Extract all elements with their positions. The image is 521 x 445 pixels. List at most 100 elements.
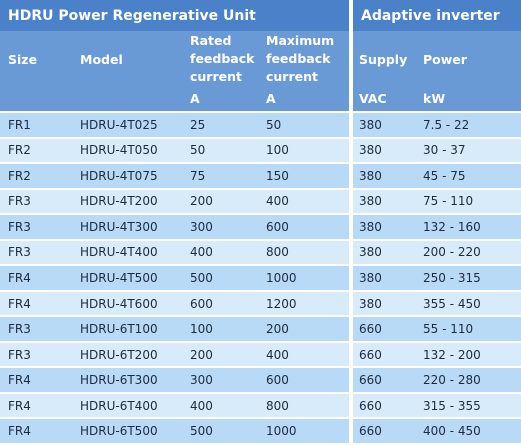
table-row: FR1 HDRU-4T025 25 50 380 7.5 - 22: [0, 113, 521, 137]
cell-rated-current: 75: [183, 164, 259, 188]
cell-power: 7.5 - 22: [416, 113, 521, 137]
table-row: FR4 HDRU-4T500 500 1000 380 250 - 315: [0, 266, 521, 290]
cell-supply: 660: [353, 419, 416, 443]
cell-power: 132 - 200: [416, 342, 521, 367]
table-row: FR4 HDRU-6T400 400 800 660 315 - 355: [0, 393, 521, 418]
cell-model: HDRU-4T050: [74, 138, 183, 163]
cell-power: 355 - 450: [416, 291, 521, 316]
cell-power: 132 - 160: [416, 215, 521, 239]
cell-power: 315 - 355: [416, 393, 521, 418]
column-header-band-left: [0, 31, 349, 111]
cell-power: 45 - 75: [416, 164, 521, 188]
cell-rated-current: 100: [183, 317, 259, 341]
cell-model: HDRU-6T500: [74, 419, 183, 443]
cell-power: 75 - 110: [416, 189, 521, 214]
header-label-size: Size: [8, 52, 38, 67]
cell-size: FR3: [0, 240, 74, 265]
table-row: FR2 HDRU-4T075 75 150 380 45 - 75: [0, 164, 521, 188]
cell-max-current: 600: [259, 215, 349, 239]
cell-max-current: 50: [259, 113, 349, 137]
cell-rated-current: 50: [183, 138, 259, 163]
cell-max-current: 200: [259, 317, 349, 341]
header-label-supply: Supply: [359, 52, 408, 67]
cell-rated-current: 400: [183, 240, 259, 265]
cell-supply: 380: [353, 138, 416, 163]
cell-rated-current: 300: [183, 215, 259, 239]
group-divider: [349, 0, 353, 445]
cell-power: 200 - 220: [416, 240, 521, 265]
cell-size: FR1: [0, 113, 74, 137]
cell-max-current: 1000: [259, 419, 349, 443]
header-unit-rated-current: A: [190, 91, 200, 106]
cell-model: HDRU-4T200: [74, 189, 183, 214]
cell-size: FR4: [0, 419, 74, 443]
group-title-right: Adaptive inverter: [361, 7, 500, 24]
header-supply: Supply VAC: [353, 31, 416, 111]
cell-model: HDRU-6T400: [74, 393, 183, 418]
header-label-rated-current: Rated feedback current: [190, 33, 255, 84]
cell-size: FR2: [0, 138, 74, 163]
cell-size: FR3: [0, 342, 74, 367]
header-rated-current: Rated feedback current A: [183, 31, 259, 111]
header-model: Model: [74, 31, 183, 111]
cell-power: 30 - 37: [416, 138, 521, 163]
group-header-regenerative-unit: HDRU Power Regenerative Unit: [0, 0, 349, 31]
header-label-power: Power: [423, 52, 467, 67]
cell-size: FR3: [0, 189, 74, 214]
cell-size: FR4: [0, 266, 74, 290]
cell-model: HDRU-4T075: [74, 164, 183, 188]
cell-supply: 380: [353, 266, 416, 290]
cell-model: HDRU-6T100: [74, 317, 183, 341]
cell-model: HDRU-6T300: [74, 368, 183, 392]
cell-supply: 380: [353, 164, 416, 188]
cell-supply: 660: [353, 317, 416, 341]
cell-max-current: 600: [259, 368, 349, 392]
group-title-left: HDRU Power Regenerative Unit: [8, 7, 256, 24]
cell-size: FR4: [0, 368, 74, 392]
table-row: FR3 HDRU-4T300 300 600 380 132 - 160: [0, 215, 521, 239]
cell-max-current: 1000: [259, 266, 349, 290]
cell-supply: 660: [353, 368, 416, 392]
header-power: Power kW: [416, 31, 521, 111]
cell-max-current: 150: [259, 164, 349, 188]
header-size: Size: [0, 31, 74, 111]
cell-rated-current: 500: [183, 266, 259, 290]
cell-rated-current: 200: [183, 189, 259, 214]
cell-model: HDRU-4T025: [74, 113, 183, 137]
cell-model: HDRU-4T500: [74, 266, 183, 290]
header-unit-max-current: A: [266, 91, 276, 106]
cell-supply: 380: [353, 215, 416, 239]
cell-size: FR4: [0, 291, 74, 316]
cell-power: 400 - 450: [416, 419, 521, 443]
cell-supply: 660: [353, 342, 416, 367]
cell-supply: 660: [353, 393, 416, 418]
cell-max-current: 400: [259, 189, 349, 214]
cell-rated-current: 500: [183, 419, 259, 443]
header-label-max-current: Maximum feedback current: [266, 33, 335, 84]
header-unit-power: kW: [423, 91, 446, 106]
cell-size: FR3: [0, 317, 74, 341]
table-row: FR4 HDRU-6T300 300 600 660 220 - 280: [0, 368, 521, 392]
cell-model: HDRU-4T600: [74, 291, 183, 316]
table-row: FR2 HDRU-4T050 50 100 380 30 - 37: [0, 138, 521, 163]
cell-size: FR3: [0, 215, 74, 239]
cell-max-current: 800: [259, 393, 349, 418]
cell-power: 220 - 280: [416, 368, 521, 392]
cell-size: FR4: [0, 393, 74, 418]
table-row: FR3 HDRU-4T400 400 800 380 200 - 220: [0, 240, 521, 265]
cell-rated-current: 400: [183, 393, 259, 418]
table-row: FR4 HDRU-6T500 500 1000 660 400 - 450: [0, 419, 521, 443]
header-label-model: Model: [80, 52, 123, 67]
table-row: FR3 HDRU-4T200 200 400 380 75 - 110: [0, 189, 521, 214]
cell-max-current: 800: [259, 240, 349, 265]
cell-size: FR2: [0, 164, 74, 188]
cell-max-current: 1200: [259, 291, 349, 316]
cell-rated-current: 200: [183, 342, 259, 367]
header-max-current: Maximum feedback current A: [259, 31, 349, 111]
cell-model: HDRU-4T300: [74, 215, 183, 239]
cell-supply: 380: [353, 189, 416, 214]
cell-supply: 380: [353, 291, 416, 316]
cell-supply: 380: [353, 240, 416, 265]
group-header-adaptive-inverter: Adaptive inverter: [353, 0, 521, 31]
